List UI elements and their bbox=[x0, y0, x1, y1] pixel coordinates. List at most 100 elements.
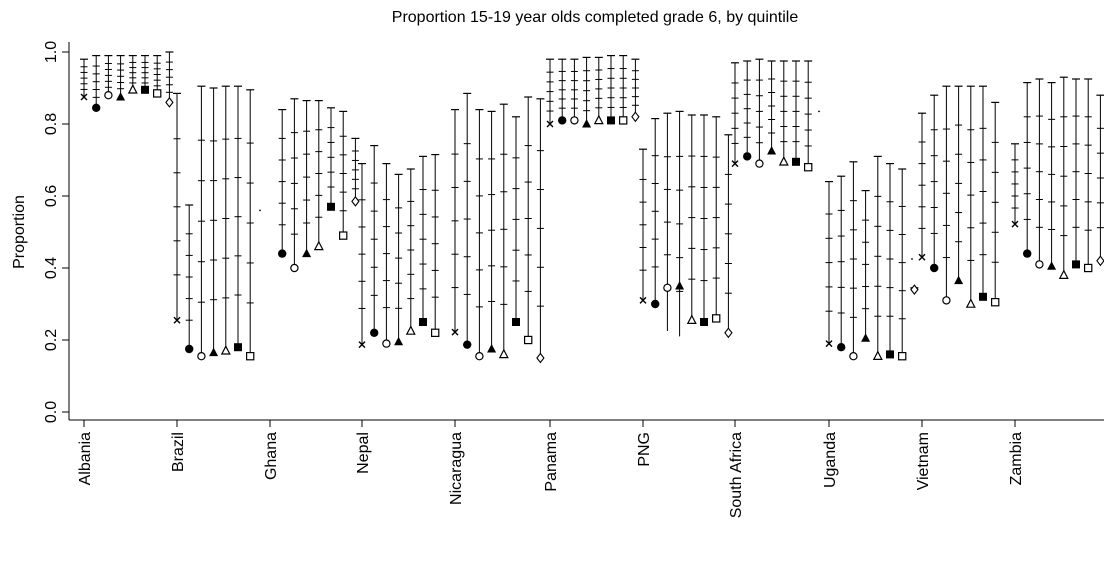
marker-hollow-square bbox=[897, 352, 907, 361]
marker-x bbox=[639, 296, 647, 304]
marker-hollow-triangle bbox=[686, 314, 697, 324]
y-axis-label: Proportion bbox=[11, 195, 28, 269]
marker-filled-triangle bbox=[861, 333, 871, 342]
y-tick-label: 1.0 bbox=[43, 41, 60, 63]
marker-hollow-circle bbox=[849, 352, 858, 361]
marker-hollow-diamond bbox=[165, 97, 174, 108]
marker-hollow-square bbox=[803, 163, 813, 172]
marker-filled-triangle bbox=[209, 347, 219, 357]
data-point bbox=[558, 116, 567, 125]
marker-hollow-diamond bbox=[536, 352, 545, 364]
y-tick-label: 0.6 bbox=[43, 185, 60, 207]
data-point bbox=[498, 348, 509, 359]
marker-hollow-triangle bbox=[965, 298, 976, 308]
marker-filled-triangle bbox=[1047, 261, 1057, 270]
data-point bbox=[631, 111, 640, 123]
data-point bbox=[778, 155, 789, 166]
marker-filled-square bbox=[886, 350, 894, 359]
data-point bbox=[767, 146, 777, 155]
marker-hollow-square bbox=[431, 328, 440, 338]
data-point bbox=[302, 248, 312, 258]
y-tick-label: 0.2 bbox=[43, 329, 60, 351]
data-point bbox=[546, 120, 554, 128]
data-point bbox=[419, 318, 427, 326]
marker-hollow-triangle bbox=[220, 344, 231, 355]
marker-x bbox=[825, 340, 833, 348]
marker-hollow-triangle bbox=[498, 348, 509, 359]
x-tick-label: Vietnam bbox=[915, 432, 932, 490]
data-point bbox=[463, 340, 472, 349]
x-tick-label: Brazil bbox=[170, 432, 187, 472]
marker-hollow-square bbox=[153, 89, 162, 98]
data-point bbox=[755, 159, 764, 168]
marker-hollow-circle bbox=[1035, 260, 1044, 269]
x-axis: Albania Brazil Ghana Nepal Nicaragua Panama PN… bbox=[69, 419, 1104, 518]
x-tick-label: Ghana bbox=[263, 432, 280, 480]
marker-hollow-triangle bbox=[593, 114, 604, 125]
data-point bbox=[104, 90, 113, 100]
marker-hollow-triangle bbox=[1058, 269, 1069, 279]
marker-x bbox=[80, 93, 88, 101]
data-point bbox=[918, 253, 926, 261]
data-point bbox=[700, 318, 708, 326]
data-point bbox=[92, 103, 101, 113]
data-point bbox=[582, 119, 592, 128]
marker-hollow-diamond bbox=[724, 327, 733, 339]
data-point bbox=[942, 296, 951, 305]
data-point bbox=[1058, 269, 1069, 279]
marker-filled-triangle bbox=[116, 92, 126, 101]
data-point bbox=[930, 263, 939, 273]
data-point bbox=[197, 352, 206, 361]
x-tick-label: Nicaragua bbox=[448, 432, 465, 505]
x-tick-label: Zambia bbox=[1008, 432, 1025, 485]
chart-title: Proportion 15-19 year olds completed gra… bbox=[392, 9, 799, 26]
data-point bbox=[370, 328, 379, 337]
data-point bbox=[153, 89, 162, 98]
marker-hollow-square bbox=[1083, 263, 1093, 273]
marker-hollow-circle bbox=[942, 296, 951, 305]
marker-filled-square bbox=[700, 318, 708, 326]
marker-x bbox=[546, 120, 554, 128]
data-point bbox=[886, 350, 894, 359]
data-point bbox=[837, 343, 846, 352]
data-point bbox=[475, 352, 484, 361]
data-point bbox=[872, 350, 883, 360]
marker-filled-square bbox=[792, 157, 800, 166]
data-point bbox=[327, 202, 335, 211]
data-point bbox=[825, 340, 833, 348]
marker-filled-triangle bbox=[302, 248, 312, 258]
marker-filled-circle bbox=[743, 152, 752, 161]
data-point bbox=[675, 281, 685, 290]
marker-filled-square bbox=[141, 85, 149, 94]
marker-filled-circle bbox=[278, 249, 287, 258]
data-point bbox=[382, 339, 391, 348]
data-point bbox=[743, 152, 752, 161]
marker-hollow-square bbox=[618, 116, 628, 125]
marker-filled-triangle bbox=[394, 336, 404, 346]
marker-filled-circle bbox=[651, 299, 660, 309]
data-point bbox=[80, 93, 88, 101]
marker-x bbox=[1011, 220, 1019, 228]
data-point bbox=[686, 314, 697, 324]
stray-point bbox=[911, 258, 913, 260]
marker-hollow-triangle bbox=[127, 83, 138, 94]
data-point bbox=[618, 116, 628, 125]
x-tick-label: Albania bbox=[77, 432, 94, 485]
marker-filled-square bbox=[419, 318, 427, 326]
marker-filled-circle bbox=[463, 340, 472, 349]
data-point bbox=[351, 196, 360, 207]
data-point bbox=[1083, 263, 1093, 273]
marker-filled-triangle bbox=[675, 281, 685, 290]
data-point bbox=[663, 283, 672, 292]
data-point bbox=[116, 92, 126, 101]
data-point bbox=[910, 284, 919, 295]
data-point bbox=[451, 328, 459, 336]
marker-hollow-triangle bbox=[778, 155, 789, 166]
data-point bbox=[897, 352, 907, 361]
data-point bbox=[639, 296, 647, 304]
marker-hollow-triangle bbox=[405, 325, 416, 335]
x-tick-label: South Africa bbox=[728, 432, 745, 518]
marker-filled-circle bbox=[370, 328, 379, 337]
data-point bbox=[1035, 260, 1044, 269]
data-point bbox=[593, 114, 604, 125]
